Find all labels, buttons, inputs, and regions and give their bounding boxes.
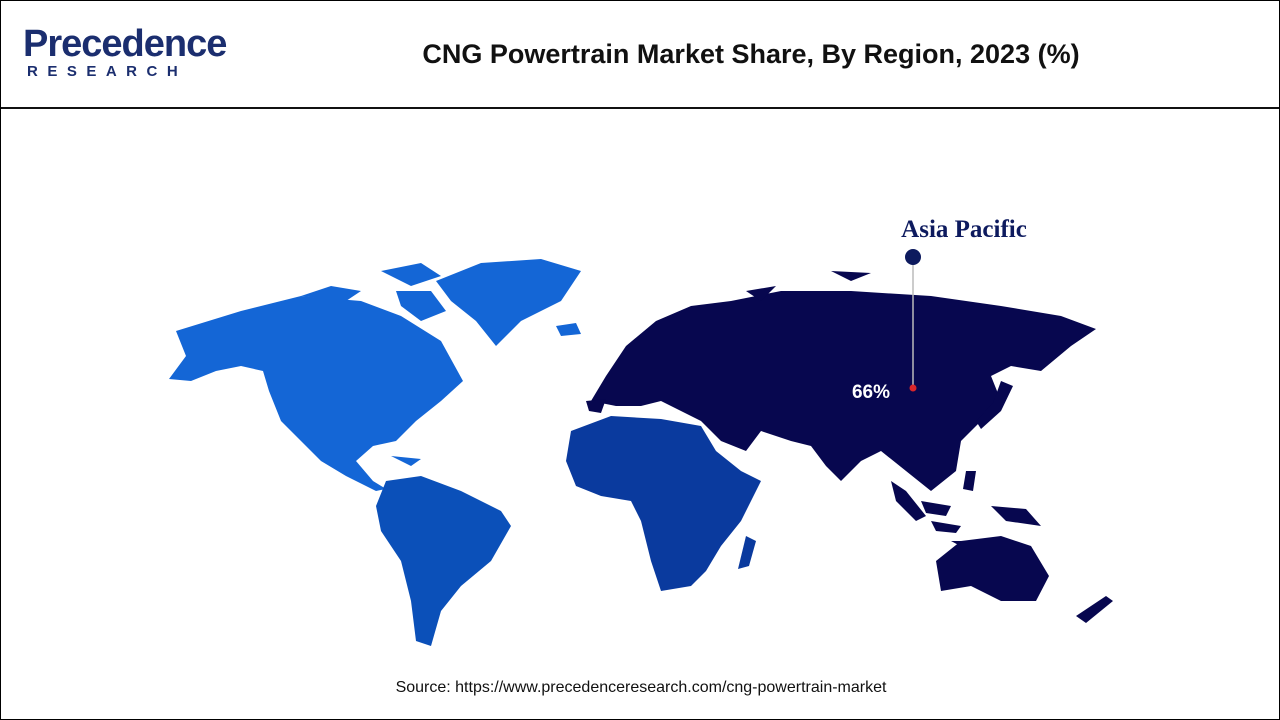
logo-name: Precedence [23, 23, 227, 65]
callout-dot [909, 384, 917, 392]
south-america [376, 476, 511, 646]
logo-tagline: RESEARCH [27, 63, 188, 80]
title: CNG Powertrain Market Share, By Region, … [422, 39, 1080, 69]
source: Source: https://www.precedenceresearch.c… [395, 679, 887, 696]
asia-europe [586, 271, 1113, 623]
world-map: Asia Pacific 66% [169, 216, 1113, 646]
region-value: 66% [852, 382, 890, 403]
region-label: Asia Pacific [901, 216, 1027, 243]
header: Precedence RESEARCH CNG Powertrain Marke… [1, 1, 1279, 109]
callout-marker [905, 249, 921, 265]
north-america [169, 259, 581, 491]
africa [566, 416, 761, 591]
